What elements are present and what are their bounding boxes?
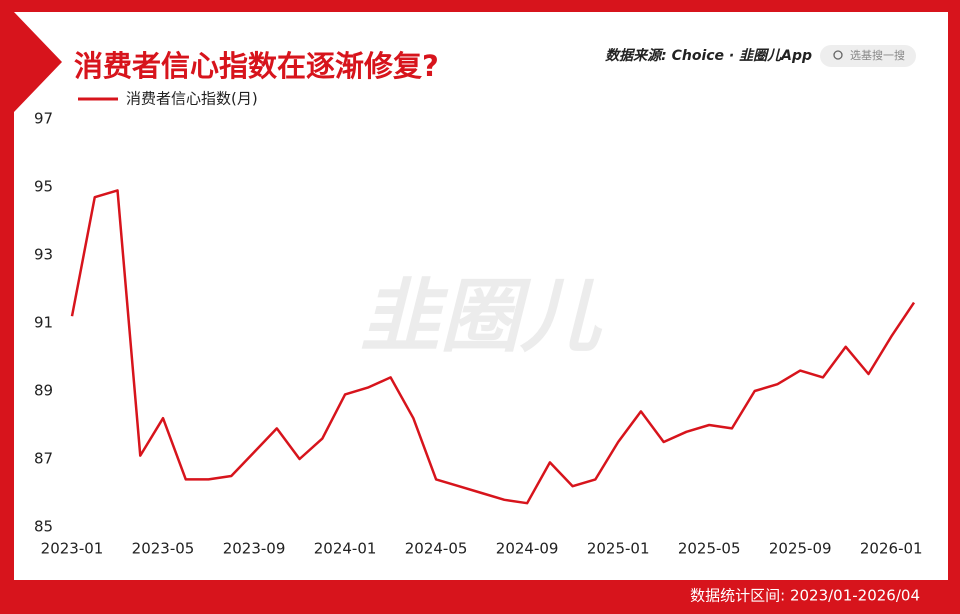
- y-tick-label: 87: [34, 450, 53, 468]
- corner: [14, 12, 62, 112]
- source: 数据来源: Choice · 韭圈儿App: [605, 47, 812, 64]
- x-tick-label: 2026-01: [860, 540, 923, 558]
- footer: 数据统计区间: 2023/01-2026/04: [690, 587, 920, 605]
- y-tick-label: 97: [34, 110, 53, 128]
- x-tick-label: 2025-09: [769, 540, 832, 558]
- series-line: [70, 189, 916, 505]
- watermark: 韭圈儿: [360, 270, 603, 363]
- x-tick-label: 2024-01: [314, 540, 377, 558]
- y-tick-label: 89: [34, 382, 53, 400]
- x-tick-label: 2023-01: [41, 540, 104, 558]
- x-tick-label: 2024-05: [405, 540, 468, 558]
- search-icon: [833, 50, 843, 60]
- y-tick-label: 93: [34, 246, 53, 264]
- x-tick-label: 2025-01: [587, 540, 650, 558]
- x-tick-label: 2024-09: [496, 540, 559, 558]
- x-tick-label: 2023-05: [132, 540, 195, 558]
- panel: [14, 12, 948, 580]
- y-tick-label: 91: [34, 314, 53, 332]
- search-text[interactable]: 选基搜一搜: [850, 48, 905, 62]
- x-tick-label: 2025-05: [678, 540, 741, 558]
- search-box[interactable]: [820, 45, 916, 67]
- x-tick-label: 2023-09: [223, 540, 286, 558]
- legend-label: 消费者信心指数(月): [126, 90, 258, 108]
- y-tick-label: 85: [34, 518, 53, 536]
- y-tick-label: 95: [34, 178, 53, 196]
- chart-title: 消费者信心指数在逐渐修复?: [74, 49, 439, 83]
